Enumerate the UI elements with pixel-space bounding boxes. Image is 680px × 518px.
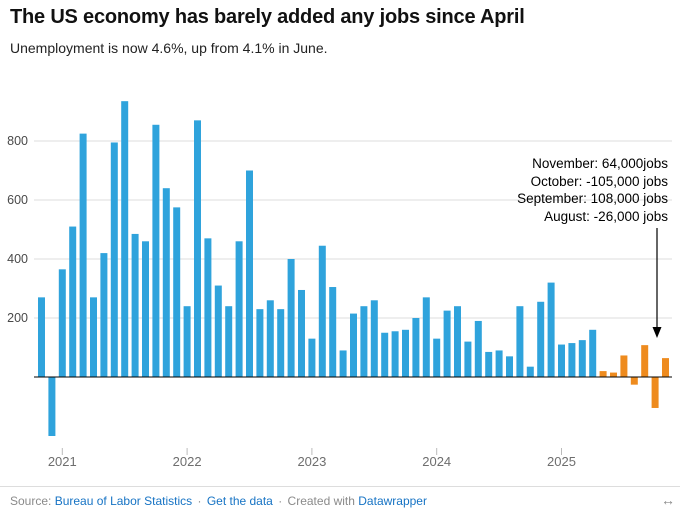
y-axis-label: 800	[7, 134, 28, 148]
bar	[204, 238, 212, 377]
bar	[464, 341, 472, 377]
bar	[610, 372, 617, 377]
bar	[277, 309, 285, 377]
bar	[110, 142, 118, 377]
bar	[142, 241, 149, 377]
bar	[558, 344, 565, 377]
bar	[620, 355, 628, 377]
resize-icon[interactable]: ↔	[661, 492, 675, 508]
bar	[329, 287, 337, 377]
bar	[360, 306, 368, 377]
bar	[214, 285, 222, 377]
bar	[589, 329, 597, 377]
bar	[256, 309, 264, 377]
bar	[173, 207, 181, 377]
bar	[308, 338, 316, 377]
datawrapper-link[interactable]: Datawrapper	[358, 494, 427, 508]
bar	[495, 350, 503, 377]
annotation-line-november: November: 64,000jobs	[532, 156, 668, 171]
x-axis-label: 2021	[48, 454, 77, 469]
bar	[630, 377, 638, 385]
bar	[454, 306, 461, 377]
annotation-line-october: October: -105,000 jobs	[530, 173, 668, 189]
x-axis-label: 2024	[422, 454, 451, 469]
bar	[79, 133, 87, 377]
created-with-label: Created with	[287, 494, 355, 508]
y-axis-label: 600	[7, 193, 28, 207]
bar	[235, 241, 243, 377]
bar	[350, 313, 357, 377]
annotation: November: 64,000jobs October: -105,000 j…	[517, 155, 668, 225]
bar	[225, 306, 233, 377]
bar	[246, 170, 253, 377]
footer: Source: Bureau of Labor Statistics · Get…	[10, 494, 652, 508]
bar	[266, 300, 274, 377]
bar	[516, 306, 524, 377]
bar	[599, 371, 607, 377]
bar	[58, 269, 66, 377]
source-link[interactable]: Bureau of Labor Statistics	[54, 494, 193, 508]
bar	[298, 289, 305, 377]
x-axis-label: 2022	[173, 454, 202, 469]
bar	[422, 297, 430, 377]
bar	[402, 329, 409, 377]
annotation-line-september: September: 108,000 jobs	[517, 191, 668, 206]
get-data-link[interactable]: Get the data	[206, 494, 273, 508]
bar	[641, 345, 649, 377]
bar	[100, 253, 108, 377]
bar	[38, 297, 45, 377]
chart-title: The US economy has barely added any jobs…	[10, 6, 525, 28]
bar	[568, 343, 576, 377]
bar	[506, 356, 513, 377]
bar	[381, 332, 389, 377]
bar	[443, 310, 451, 377]
x-axis-label: 2025	[547, 454, 576, 469]
bar	[391, 331, 399, 377]
bar	[651, 377, 659, 408]
bar	[183, 306, 191, 377]
y-axis-label: 400	[7, 252, 28, 266]
separator-dot: ·	[278, 494, 283, 508]
bar	[662, 358, 669, 377]
bar	[537, 301, 545, 377]
bar	[162, 188, 170, 377]
bar	[131, 233, 139, 377]
bar	[578, 340, 586, 377]
annotation-arrow-head	[652, 327, 662, 338]
source-label: Source:	[10, 494, 52, 508]
bar	[318, 245, 326, 377]
bar	[547, 282, 555, 377]
jobs-bar-chart: 200 400 600 800 2021 2022 2023 2024 2025	[7, 101, 672, 469]
bar	[485, 351, 493, 377]
bar	[370, 300, 378, 377]
bar	[194, 120, 201, 377]
bar	[433, 338, 441, 377]
separator-dot: ·	[197, 494, 202, 508]
bar	[48, 377, 56, 436]
bar	[412, 318, 420, 377]
bar	[121, 101, 129, 378]
bar	[69, 226, 77, 377]
footer-divider	[0, 486, 680, 487]
annotation-line-august: August: -26,000 jobs	[544, 208, 668, 224]
x-axis-label: 2023	[297, 454, 326, 469]
bar	[152, 124, 160, 378]
y-axis-label: 200	[7, 311, 28, 325]
bar	[287, 259, 295, 377]
bar	[339, 350, 347, 377]
chart-subtitle: Unemployment is now 4.6%, up from 4.1% i…	[10, 40, 328, 56]
bar	[526, 366, 534, 377]
bar	[90, 297, 97, 377]
bar	[474, 320, 482, 377]
